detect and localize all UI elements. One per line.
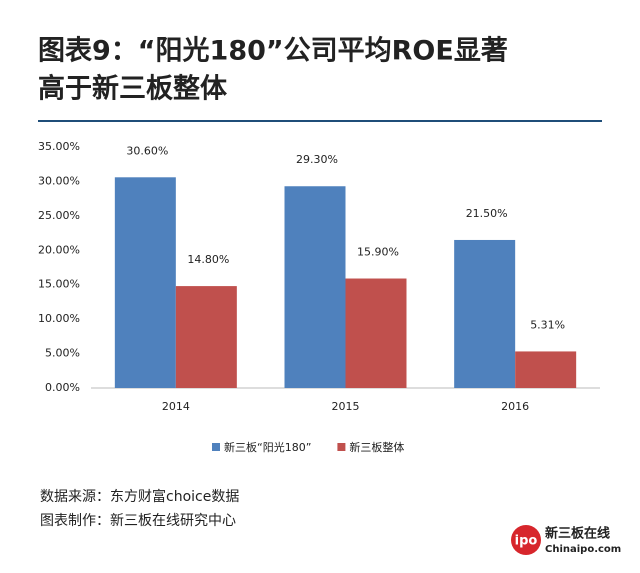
x-tick-label: 2016 bbox=[501, 400, 529, 413]
logo-badge bbox=[511, 525, 541, 555]
chart-title: 图表9：“阳光180”公司平均ROE显著 bbox=[38, 36, 508, 67]
value-label: 29.30% bbox=[296, 153, 338, 166]
y-tick-label: 20.00% bbox=[38, 243, 80, 256]
legend-swatch bbox=[337, 443, 346, 451]
bar bbox=[284, 186, 346, 388]
logo-name: 新三板在线 bbox=[545, 526, 610, 542]
legend-label: 新三板“阳光180” bbox=[224, 440, 311, 454]
bar bbox=[515, 351, 577, 388]
y-tick-label: 10.00% bbox=[38, 312, 80, 325]
x-tick-label: 2014 bbox=[162, 400, 190, 413]
y-tick-label: 0.00% bbox=[45, 381, 80, 394]
logo: ipo 新三板在线 Chinaipo.com bbox=[511, 525, 621, 555]
bar bbox=[114, 177, 176, 388]
value-label: 5.31% bbox=[530, 318, 565, 331]
note: 图表制作：新三板在线研究中心 bbox=[40, 513, 236, 529]
bar bbox=[345, 278, 407, 388]
logo-mark: ipo bbox=[515, 534, 538, 549]
y-tick-label: 30.00% bbox=[38, 174, 80, 187]
value-label: 30.60% bbox=[126, 144, 168, 157]
y-tick-label: 25.00% bbox=[38, 209, 80, 222]
note: 数据来源：东方财富choice数据 bbox=[40, 488, 239, 505]
value-label: 14.80% bbox=[187, 253, 229, 266]
logo-site: Chinaipo.com bbox=[545, 544, 621, 555]
value-label: 15.90% bbox=[357, 246, 399, 259]
y-tick-label: 35.00% bbox=[38, 140, 80, 153]
legend-swatch bbox=[212, 443, 220, 451]
legend-label: 新三板整体 bbox=[349, 440, 404, 454]
x-tick-label: 2015 bbox=[332, 400, 360, 413]
chart-title: 高于新三板整体 bbox=[38, 73, 228, 105]
y-tick-label: 5.00% bbox=[45, 347, 80, 360]
bar bbox=[454, 239, 516, 388]
y-tick-label: 15.00% bbox=[38, 278, 80, 291]
value-label: 21.50% bbox=[466, 207, 508, 220]
bar bbox=[175, 286, 237, 388]
